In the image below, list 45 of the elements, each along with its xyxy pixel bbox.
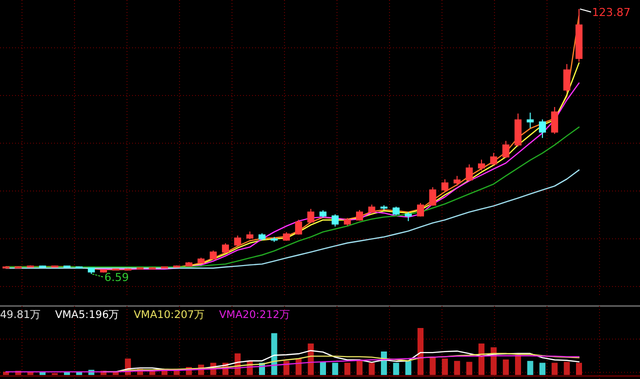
bar [332, 362, 338, 375]
candlestick [551, 106, 558, 134]
text: 49.81万 [0, 309, 42, 321]
candlestick [502, 140, 510, 159]
bar [405, 360, 412, 375]
candlestick [417, 202, 424, 218]
text: 123.87 [592, 6, 630, 19]
annotation: 6.59 [104, 271, 129, 284]
bar [442, 358, 448, 375]
bar [283, 360, 290, 375]
bar [320, 362, 326, 375]
bar [393, 362, 400, 375]
bar [502, 359, 509, 375]
bar [564, 362, 570, 375]
candlestick [538, 118, 546, 138]
text: VMA5:196万 [55, 309, 120, 321]
candlestick [466, 164, 473, 182]
candlestick [526, 112, 534, 129]
bar [454, 360, 460, 375]
bar [515, 354, 522, 375]
candlestick [429, 186, 436, 206]
bar [271, 333, 278, 375]
candlestick [234, 235, 242, 246]
bar [576, 362, 582, 375]
bar [466, 362, 472, 375]
text: VMA20:212万 [219, 309, 290, 321]
candlestick [454, 175, 461, 186]
bar [527, 360, 534, 375]
bar [356, 360, 363, 375]
candlestick [295, 219, 302, 236]
candlestick [490, 152, 498, 166]
bar [418, 328, 424, 375]
bar [344, 362, 350, 375]
candlestick [307, 208, 314, 224]
candlestick [563, 64, 570, 93]
candlestick [441, 178, 448, 192]
candlestick [404, 212, 412, 222]
bar [478, 344, 484, 375]
bar [539, 362, 546, 375]
candlestick [332, 214, 339, 228]
bar [430, 356, 436, 375]
bar [368, 362, 375, 375]
text: VMA10:207万 [134, 309, 206, 321]
candlestick [478, 159, 485, 171]
bar [552, 362, 558, 375]
